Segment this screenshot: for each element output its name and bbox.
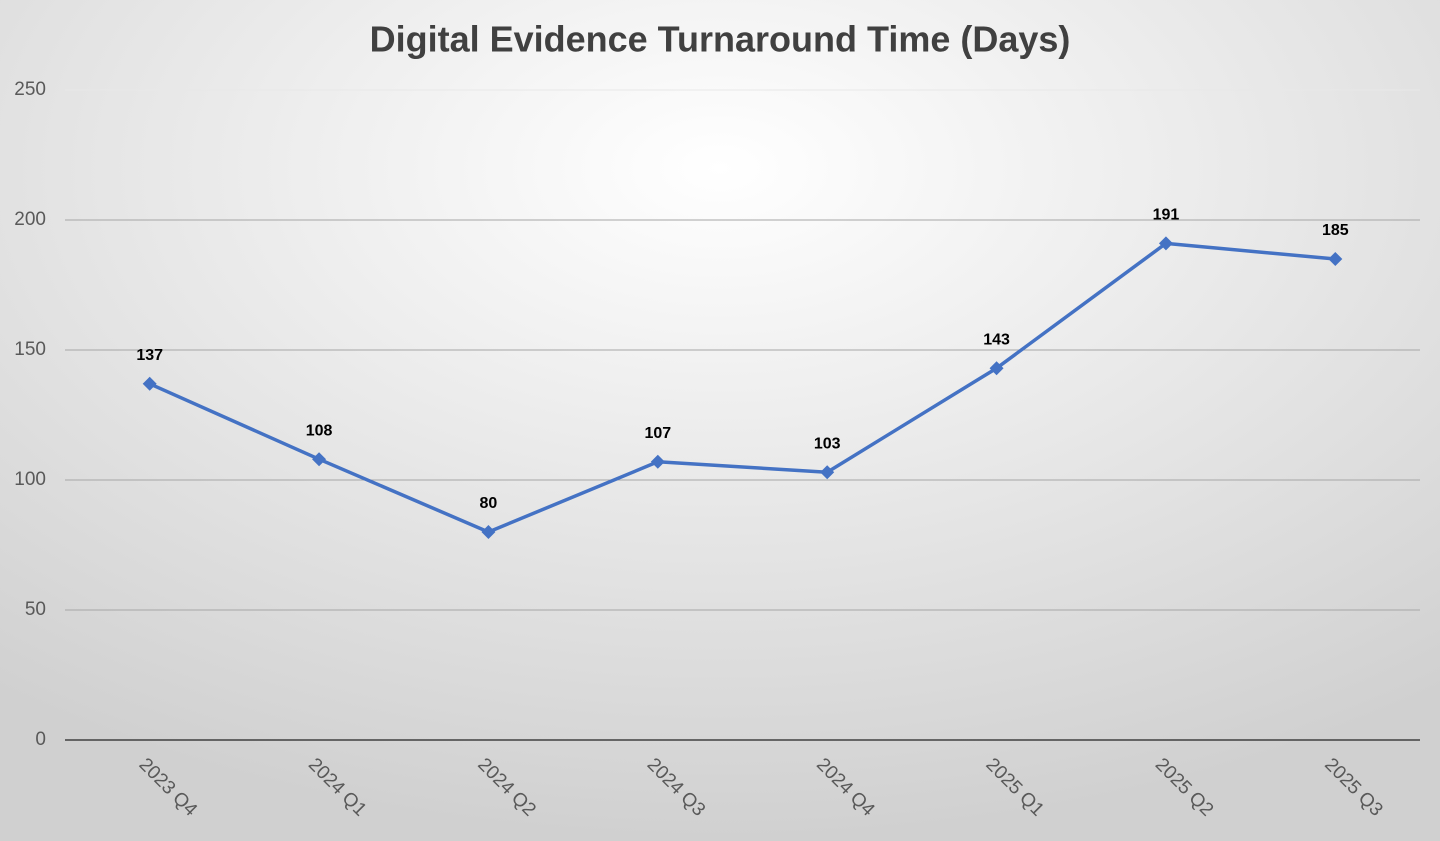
data-label: 108 (306, 422, 333, 439)
data-label: 185 (1322, 222, 1349, 239)
data-label: 107 (644, 425, 671, 442)
data-label: 143 (983, 331, 1010, 348)
y-tick-label: 0 (35, 729, 46, 750)
y-tick-label: 100 (14, 469, 46, 490)
marker (481, 525, 496, 539)
y-tick-label: 150 (14, 339, 46, 360)
data-label: 103 (814, 435, 841, 452)
marker (989, 361, 1004, 376)
marker (820, 465, 835, 480)
marker (312, 452, 327, 467)
data-label: 80 (480, 495, 498, 512)
y-tick-label: 200 (14, 209, 46, 230)
data-label: 137 (136, 347, 163, 364)
data-label: 191 (1153, 207, 1180, 224)
marker (1328, 252, 1343, 266)
line (148, 241, 1336, 534)
marker (142, 376, 157, 391)
marker (1158, 236, 1173, 251)
y-tick-label: 250 (14, 79, 46, 100)
y-tick-label: 50 (25, 599, 46, 620)
marker (650, 454, 665, 469)
chart-title: Digital Evidence Turnaround Time (Days) (370, 19, 1071, 60)
